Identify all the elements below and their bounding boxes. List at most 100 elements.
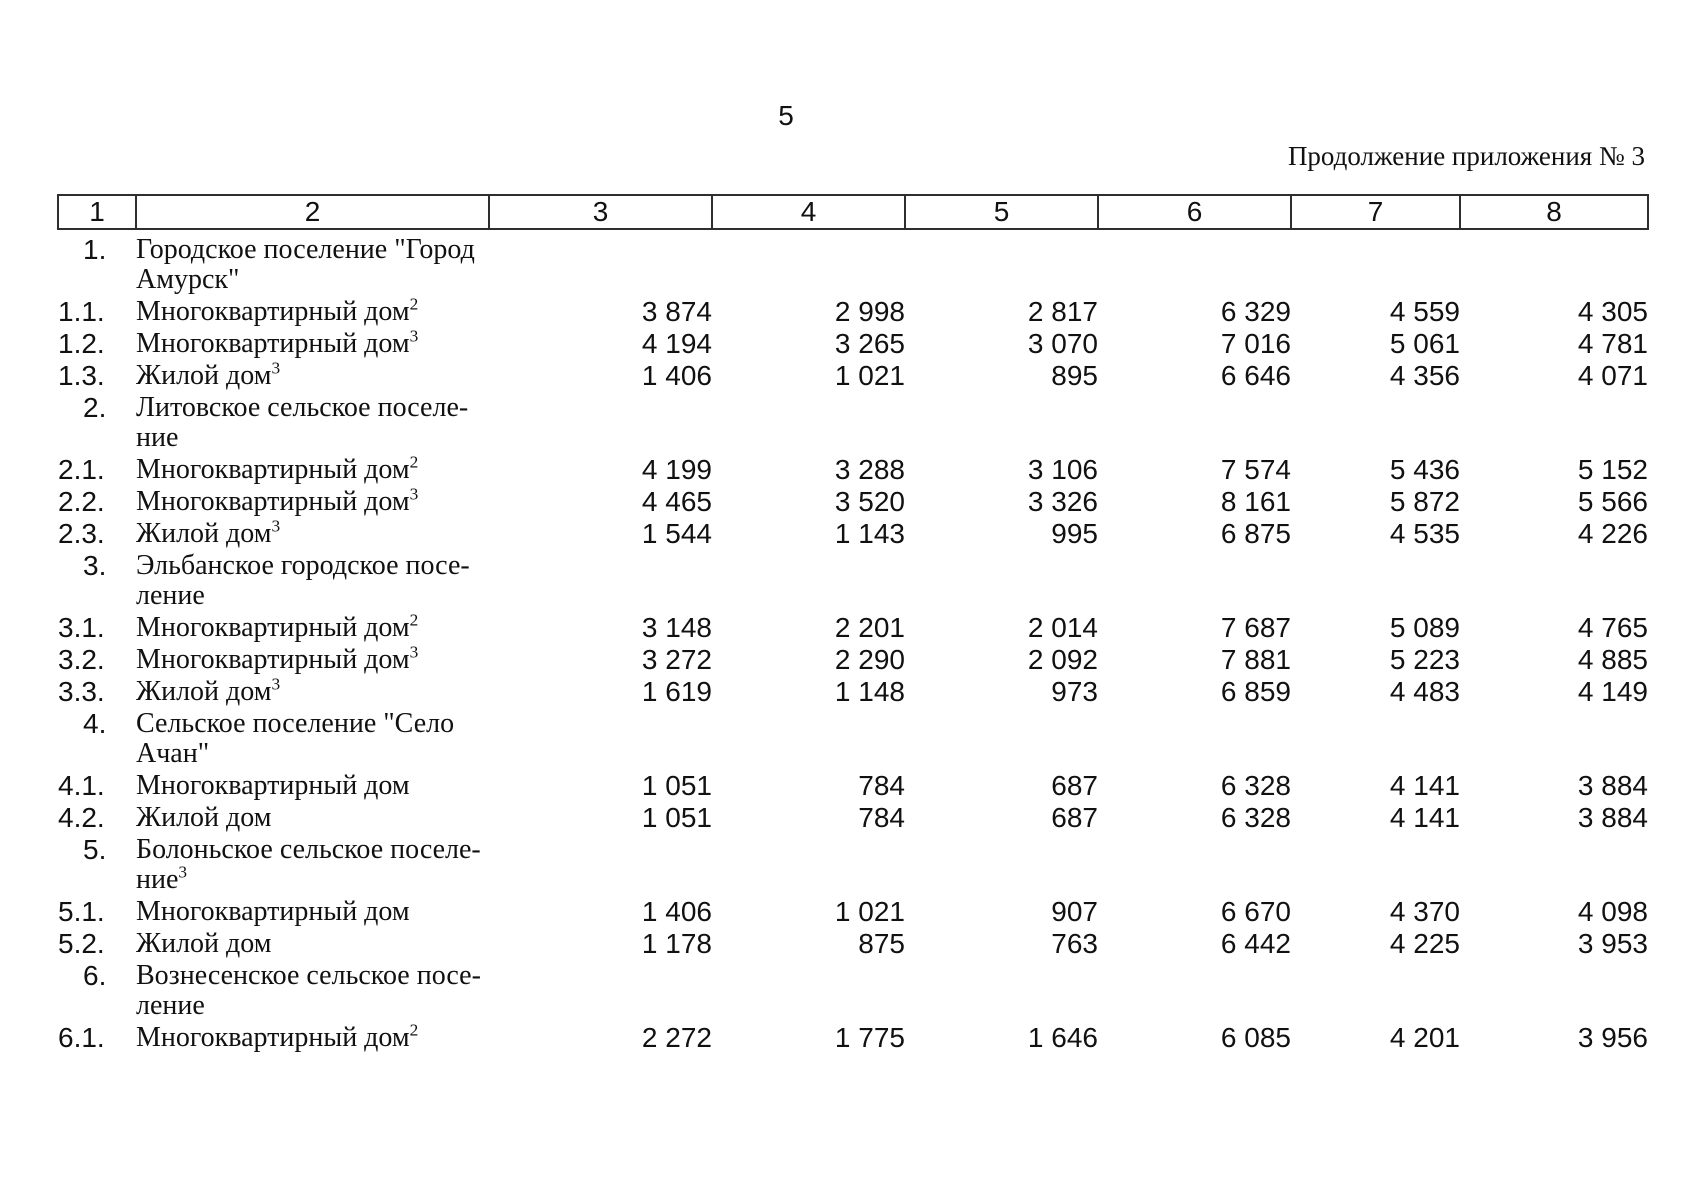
- row-number-cell: 3.: [83, 550, 107, 581]
- value-cell: 4 199: [641, 454, 712, 485]
- value-cell: [712, 960, 905, 1022]
- value-cell: [489, 550, 712, 612]
- value-cell: 3 326: [1027, 486, 1098, 517]
- value-cell: 1 406: [641, 360, 712, 391]
- value-cell: 784: [858, 802, 905, 833]
- row-number-cell: 6.: [83, 960, 107, 991]
- value-cell: [489, 834, 712, 896]
- footnote-superscript: 2: [409, 610, 419, 630]
- value-cell: 2 998: [834, 296, 905, 327]
- row-name-cell: Эльбанское городское посе- ление: [136, 550, 489, 612]
- value-cell: [712, 550, 905, 612]
- value-cell: 3 874: [641, 296, 712, 327]
- value-cell: 5 223: [1389, 644, 1460, 675]
- value-cell: 6 646: [1220, 360, 1291, 391]
- value-cell: 7 687: [1220, 612, 1291, 643]
- value-cell: 687: [1051, 802, 1098, 833]
- value-cell: 687: [1051, 770, 1098, 801]
- value-cell: [905, 708, 1098, 770]
- table-row: 4.2. Жилой дом 1 051 784 687 6 328 4 141 3 884: [58, 802, 1648, 834]
- row-name-text: Болоньское сельское поселе- ние: [136, 834, 481, 895]
- value-cell: 5 566: [1577, 486, 1648, 517]
- value-cell: 5 436: [1389, 454, 1460, 485]
- row-number-cell: 2.3.: [58, 518, 105, 549]
- value-cell: 3 106: [1027, 454, 1098, 485]
- value-cell: 4 226: [1577, 518, 1648, 549]
- value-cell: 1 051: [641, 770, 712, 801]
- table-row: 5. Болоньское сельское поселе- ние3: [58, 834, 1648, 896]
- value-cell: 2 272: [641, 1022, 712, 1053]
- value-cell: 3 148: [641, 612, 712, 643]
- value-cell: 2 290: [834, 644, 905, 675]
- row-name-cell: Сельское поселение "Село Ачан": [136, 708, 489, 770]
- value-cell: [712, 834, 905, 896]
- footnote-superscript: 2: [409, 1020, 419, 1040]
- value-cell: 6 670: [1220, 896, 1291, 927]
- value-cell: 2 201: [834, 612, 905, 643]
- row-name-text: Многоквартирный дом: [136, 454, 410, 485]
- row-name-text: Эльбанское городское посе- ление: [136, 550, 470, 611]
- value-cell: 4 149: [1577, 676, 1648, 707]
- value-cell: [489, 229, 712, 296]
- value-cell: 1 406: [641, 896, 712, 927]
- value-cell: 4 370: [1389, 896, 1460, 927]
- row-number-cell: 5.1.: [58, 896, 105, 927]
- value-cell: [1291, 229, 1460, 296]
- value-cell: 6 442: [1220, 928, 1291, 959]
- value-cell: 4 765: [1577, 612, 1648, 643]
- value-cell: [1291, 392, 1460, 454]
- header-cell-6: 6: [1097, 194, 1292, 230]
- value-cell: 4 781: [1577, 328, 1648, 359]
- value-cell: 6 859: [1220, 676, 1291, 707]
- row-number-cell: 3.2.: [58, 644, 105, 675]
- table-row: 2. Литовское сельское поселе- ние: [58, 392, 1648, 454]
- value-cell: 3 884: [1577, 770, 1648, 801]
- value-cell: 4 305: [1577, 296, 1648, 327]
- value-cell: 4 559: [1389, 296, 1460, 327]
- value-cell: 4 356: [1389, 360, 1460, 391]
- value-cell: 8 161: [1220, 486, 1291, 517]
- footnote-superscript: 3: [271, 674, 281, 694]
- value-cell: 1 646: [1027, 1022, 1098, 1053]
- row-name-cell: Вознесенское сельское посе- ление: [136, 960, 489, 1022]
- value-cell: 4 465: [641, 486, 712, 517]
- value-cell: 5 872: [1389, 486, 1460, 517]
- value-cell: 7 016: [1220, 328, 1291, 359]
- row-name-cell: Литовское сельское поселе- ние: [136, 392, 489, 454]
- table-row: 2.2. Многоквартирный дом3 4 465 3 520 3 326 8…: [58, 485, 1648, 518]
- row-name-cell: Многоквартирный дом3: [136, 327, 489, 360]
- row-name-text: Многоквартирный дом: [136, 328, 410, 359]
- row-name-text: Литовское сельское поселе- ние: [136, 392, 469, 453]
- value-cell: [1098, 834, 1291, 896]
- table-row: 5.2. Жилой дом 1 178 875 763 6 442 4 225 3 953: [58, 928, 1648, 960]
- row-name-cell: Городское поселение "Город Амурск": [136, 229, 489, 296]
- value-cell: [712, 708, 905, 770]
- row-name-cell: Многоквартирный дом2: [136, 610, 489, 644]
- value-cell: 3 520: [834, 486, 905, 517]
- header-cell-1: 1: [57, 194, 137, 230]
- value-cell: [1098, 392, 1291, 454]
- row-number-cell: 2.1.: [58, 454, 105, 485]
- header-cell-3: 3: [488, 194, 713, 230]
- value-cell: 6 875: [1220, 518, 1291, 549]
- value-cell: [489, 392, 712, 454]
- table-row: 1.1. Многоквартирный дом2 3 874 2 998 2 817 6…: [58, 295, 1648, 328]
- row-number-cell: 4.1.: [58, 770, 105, 801]
- row-number-cell: 3.1.: [58, 612, 105, 643]
- row-number-cell: 3.3.: [58, 676, 105, 707]
- value-cell: [905, 229, 1098, 296]
- row-name-cell: Болоньское сельское поселе- ние3: [136, 834, 489, 896]
- value-cell: [712, 229, 905, 296]
- table-row: 4.1. Многоквартирный дом 1 051 784 687 6 328 4…: [58, 770, 1648, 802]
- row-number-cell: 4.: [83, 708, 107, 739]
- value-cell: [1098, 708, 1291, 770]
- value-cell: 1 544: [641, 518, 712, 549]
- row-name-text: Жилой дом: [136, 518, 272, 549]
- value-cell: 6 085: [1220, 1022, 1291, 1053]
- table-row: 3.2. Многоквартирный дом3 3 272 2 290 2 092 7…: [58, 643, 1648, 676]
- value-cell: 4 141: [1389, 770, 1460, 801]
- row-name-text: Жилой дом: [136, 360, 272, 391]
- value-cell: [489, 960, 712, 1022]
- row-name-text: Жилой дом: [136, 802, 272, 833]
